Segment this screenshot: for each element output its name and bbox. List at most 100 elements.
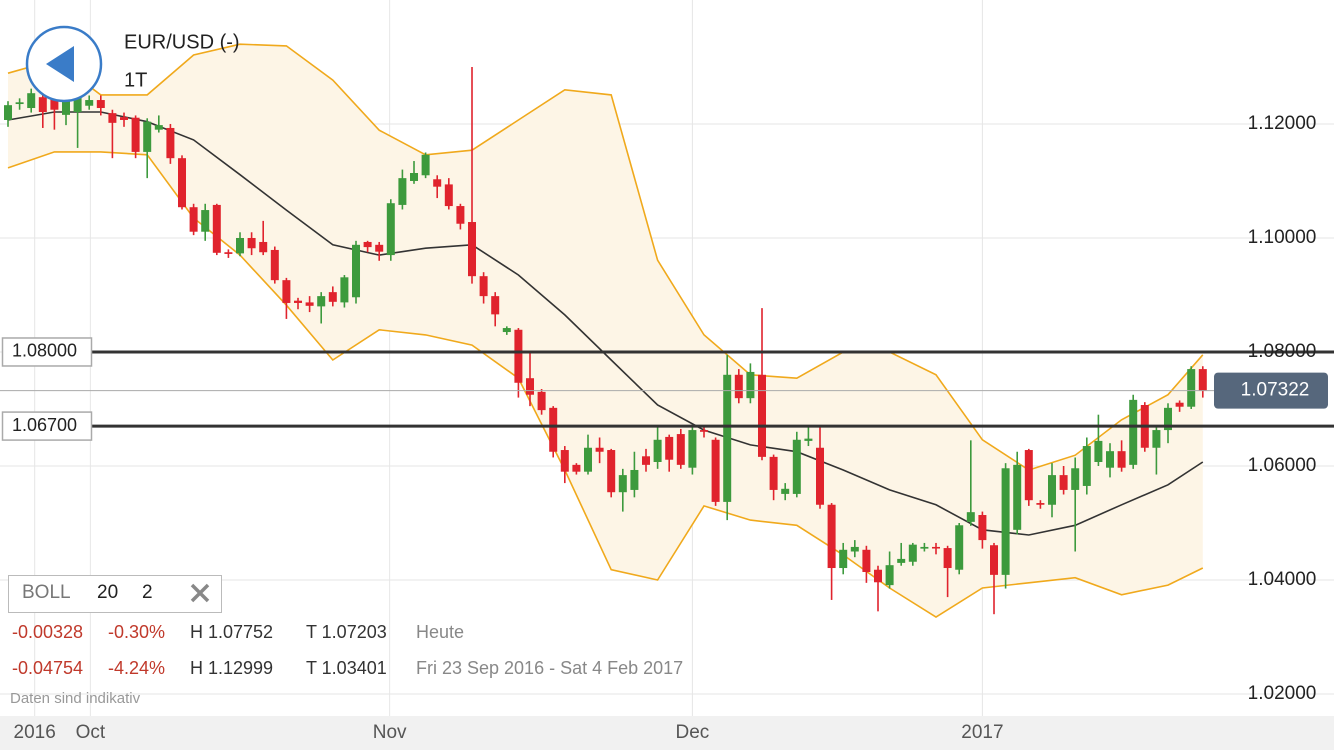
candle-body: [375, 244, 384, 252]
candle-body: [1036, 503, 1045, 505]
candle-body: [966, 512, 975, 522]
candle-body: [259, 241, 268, 253]
x-tick-label: 2016: [14, 722, 56, 743]
candle-body: [630, 469, 639, 490]
band-upper: [7, 43, 1204, 471]
candle-body: [444, 184, 453, 207]
last-price-box: [1214, 372, 1328, 409]
candle-body: [526, 378, 535, 395]
candle-body: [1082, 446, 1091, 486]
candle-body: [212, 204, 221, 253]
candle-body: [282, 280, 291, 303]
candle-body: [120, 117, 129, 120]
candle-body: [410, 173, 419, 181]
stat-text: T 1.03401: [306, 658, 387, 678]
level-layer: 1.08000 1.06700 1.07322: [0, 337, 1334, 441]
candle-body: [653, 439, 662, 462]
candle-body: [688, 430, 697, 468]
candle-body: [189, 207, 198, 232]
stat-text: H 1.07752: [190, 622, 273, 642]
candle-body: [978, 515, 987, 541]
band-middle: [7, 111, 1204, 536]
candle-body: [491, 296, 500, 315]
candle-body: [479, 276, 488, 297]
candle-body: [549, 407, 558, 452]
candle-body: [108, 113, 117, 123]
candle-body: [758, 374, 767, 457]
candle-body: [1071, 468, 1080, 490]
stat-text: Fri 23 Sep 2016 - Sat 4 Feb 2017: [416, 658, 683, 678]
candle-body: [1013, 464, 1022, 530]
candle-body: [386, 203, 395, 256]
candle-body: [1187, 369, 1196, 407]
last-price-label: 1.07322: [1241, 380, 1310, 401]
candle-body: [1175, 402, 1184, 407]
level-box: [1, 411, 93, 441]
candle-body: [885, 565, 894, 586]
y-tick-label: 1.10000: [1248, 227, 1317, 248]
candle-body: [572, 464, 581, 472]
candle-body: [236, 237, 245, 254]
candle-body: [1198, 369, 1207, 391]
x-tick-label: Dec: [676, 722, 710, 743]
y-tick-label: 1.02000: [1248, 683, 1317, 704]
candle-body: [317, 296, 326, 307]
candle-body: [85, 100, 94, 106]
candle-body: [816, 447, 825, 505]
candle-body: [15, 102, 24, 105]
candle-body: [514, 329, 523, 383]
back-arrow: [46, 46, 74, 82]
x-tick-label: 2017: [961, 722, 1003, 743]
candle-body: [38, 97, 47, 113]
candle-body: [305, 302, 314, 306]
y-tick-label: 1.08000: [1248, 341, 1317, 362]
candle-body: [62, 100, 71, 115]
indicator-period: 20: [97, 582, 118, 603]
candle-body: [595, 447, 604, 452]
candle-body: [131, 117, 140, 152]
indicator-box[interactable]: [8, 575, 222, 613]
candle-body: [328, 292, 337, 302]
candle-body: [827, 504, 836, 569]
candle-body: [456, 206, 465, 224]
candle-body: [607, 450, 616, 493]
candle-body: [27, 93, 36, 109]
candle-body: [804, 438, 813, 441]
candle-body: [943, 548, 952, 569]
candle-body: [560, 450, 569, 472]
candle-body: [676, 434, 685, 465]
candle-body: [1129, 399, 1138, 465]
candle-body: [468, 222, 477, 277]
candle-body: [201, 210, 210, 232]
candle-body: [874, 569, 883, 583]
candle-body: [502, 328, 511, 333]
axis-layer: 2016 Oct Nov Dec 2017: [0, 716, 1334, 750]
candle-layer: [4, 66, 1207, 615]
stat-text: -0.30%: [108, 622, 165, 642]
candle-body: [1024, 450, 1033, 501]
x-tick-label: Oct: [76, 722, 106, 743]
candle-body: [746, 371, 755, 399]
stat-text: H 1.12999: [190, 658, 273, 678]
stat-text: -0.04754: [12, 658, 83, 678]
indicator-deviations: 2: [142, 582, 153, 603]
candle-body: [1094, 440, 1103, 462]
candle-body: [270, 249, 279, 281]
candle-body: [955, 525, 964, 570]
candle-body: [1001, 468, 1010, 575]
candle-body: [850, 546, 859, 552]
candle-body: [50, 97, 59, 110]
candle-body: [839, 549, 848, 569]
candle-body: [769, 456, 778, 490]
candle-body: [1048, 475, 1057, 505]
candle-body: [932, 546, 941, 549]
candle-body: [792, 439, 801, 494]
candle-body: [421, 154, 430, 176]
level-label: 1.06700: [12, 415, 77, 435]
candle-body: [908, 544, 917, 562]
remove-indicator[interactable]: [190, 583, 210, 603]
candle-body: [897, 558, 906, 563]
candle-body: [700, 430, 709, 432]
